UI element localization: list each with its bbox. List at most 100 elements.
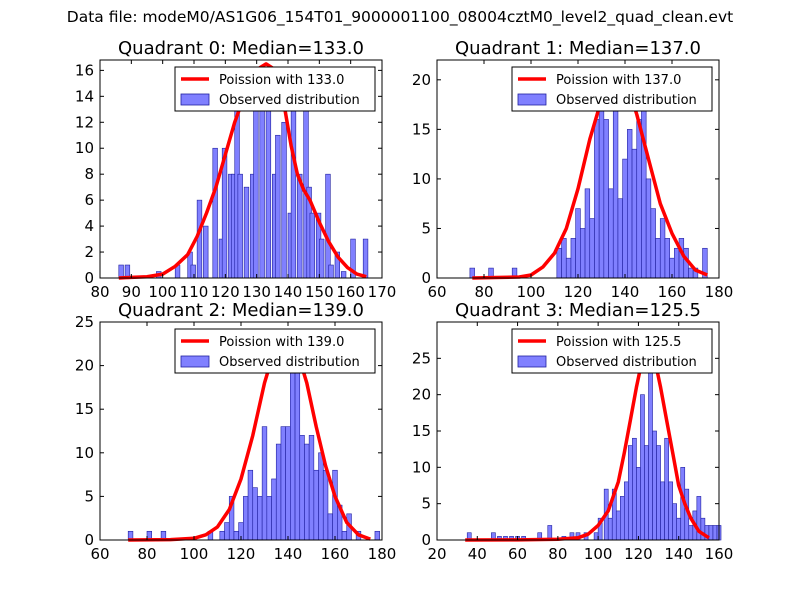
y-tick-label: 2 xyxy=(84,243,94,261)
x-tick-label: 140 xyxy=(664,545,693,563)
legend-label-poisson: Poission with 139.0 xyxy=(219,335,344,350)
x-tick-label: 60 xyxy=(90,545,109,563)
y-tick-label: 10 xyxy=(412,458,431,476)
quadrant-0-chart: 80 90 100 110 120 130 140 150 160 170 0 2 4 6 8 10 12 14 1… xyxy=(75,38,396,301)
legend: Poission with 139.0 Observed distribution xyxy=(174,328,376,374)
histogram-bar xyxy=(688,525,694,541)
x-tick-label: 100 xyxy=(180,545,209,563)
histogram-bar xyxy=(281,121,287,279)
histogram-bar xyxy=(319,238,325,279)
histogram-bar xyxy=(575,208,581,279)
histogram-bar xyxy=(615,510,621,541)
chart-title: Quadrant 3: Median=125.5 xyxy=(455,300,701,321)
histogram-bar xyxy=(664,238,670,279)
x-tick-label: 170 xyxy=(368,283,397,301)
histogram-bar xyxy=(252,487,258,541)
histogram-bar xyxy=(589,218,595,279)
histogram-bar xyxy=(645,178,652,279)
legend-label-poisson: Poission with 137.0 xyxy=(556,73,681,88)
x-tick-label: 150 xyxy=(305,283,334,301)
x-tick-label: 80 xyxy=(137,545,156,563)
histogram-bar xyxy=(203,225,209,279)
x-tick-label: 180 xyxy=(705,283,734,301)
histogram-bar xyxy=(594,119,600,279)
y-tick-label: 20 xyxy=(75,357,94,375)
histogram-bar xyxy=(556,247,562,279)
legend-bar-swatch xyxy=(180,93,210,106)
histogram-bar xyxy=(318,452,324,541)
y-tick-label: 6 xyxy=(84,191,94,209)
histogram-bar xyxy=(322,469,329,541)
histogram-bar xyxy=(650,208,656,279)
legend-bar-swatch xyxy=(517,355,547,368)
histogram-bar xyxy=(652,430,657,541)
histogram-bar xyxy=(237,173,243,279)
y-tick-label: 0 xyxy=(421,531,431,549)
histogram-bar xyxy=(712,525,718,541)
histogram-bar xyxy=(325,173,331,279)
x-tick-label: 120 xyxy=(211,283,240,301)
histogram-bar xyxy=(247,469,254,541)
histogram-bar xyxy=(608,188,614,279)
x-tick-label: 100 xyxy=(517,283,546,301)
poisson-curve xyxy=(118,62,367,280)
x-tick-label: 140 xyxy=(274,545,303,563)
x-tick-label: 20 xyxy=(427,545,446,563)
histogram-bar xyxy=(598,99,605,279)
x-tick-label: 120 xyxy=(227,545,256,563)
x-tick-label: 160 xyxy=(658,283,687,301)
legend-bar-swatch xyxy=(180,355,210,368)
histogram-bar xyxy=(620,496,625,541)
x-tick-label: 80 xyxy=(548,545,567,563)
histogram-bar xyxy=(290,109,297,279)
y-tick-label: 5 xyxy=(421,495,431,513)
y-tick-label: 25 xyxy=(412,349,431,367)
histogram-bar xyxy=(280,426,286,541)
histogram-bar xyxy=(304,443,310,541)
histogram-bar xyxy=(257,496,263,541)
histogram-bar xyxy=(308,435,315,541)
histogram-bar xyxy=(584,188,591,279)
histogram-bar xyxy=(341,530,348,541)
histogram-bar xyxy=(362,238,369,279)
histogram-bar xyxy=(628,445,633,541)
y-tick-label: 16 xyxy=(75,61,94,79)
histogram-bar xyxy=(632,437,637,541)
histogram-bar xyxy=(243,496,249,541)
y-tick-label: 10 xyxy=(75,444,94,462)
histogram-bar xyxy=(708,525,714,541)
x-tick-label: 130 xyxy=(242,283,271,301)
histogram-bar xyxy=(212,147,218,279)
histogram-bar xyxy=(309,212,315,279)
legend-label-poisson: Poission with 125.5 xyxy=(556,335,681,350)
histogram-bar xyxy=(593,532,599,541)
legend-label-observed: Observed distribution xyxy=(556,355,697,370)
histogram-bar xyxy=(243,186,250,279)
y-tick-label: 10 xyxy=(75,139,94,157)
histogram-bar xyxy=(271,478,277,541)
histogram-bar xyxy=(656,445,661,541)
histogram-bar xyxy=(565,257,572,279)
histogram-bar xyxy=(313,469,319,541)
histogram-bar xyxy=(644,445,649,541)
quadrant-3-chart: 20 40 60 80 100 120 140 160 0 5 10 15 20 25 Quadrant 3… xyxy=(412,300,733,563)
x-tick-label: 120 xyxy=(564,283,593,301)
quadrant-2-chart: 60 80 100 120 140 160 180 0 5 10 15 20 25 Quadrant 2:… xyxy=(75,300,396,563)
x-tick-label: 80 xyxy=(90,283,109,301)
histogram-bar xyxy=(624,481,629,541)
y-tick-label: 0 xyxy=(84,531,94,549)
axes-frame xyxy=(99,59,383,279)
histogram-bar xyxy=(668,481,673,541)
histogram-bar xyxy=(196,199,203,279)
histogram-bar xyxy=(640,394,645,541)
x-tick-label: 140 xyxy=(611,283,640,301)
histogram-bar xyxy=(290,365,296,541)
y-tick-label: 5 xyxy=(84,487,94,505)
histogram-bar xyxy=(275,134,281,279)
histogram-bar xyxy=(636,467,641,541)
x-tick-label: 40 xyxy=(468,545,487,563)
histogram-bar xyxy=(672,503,678,541)
x-tick-label: 160 xyxy=(336,283,365,301)
histogram-bar xyxy=(603,119,609,279)
